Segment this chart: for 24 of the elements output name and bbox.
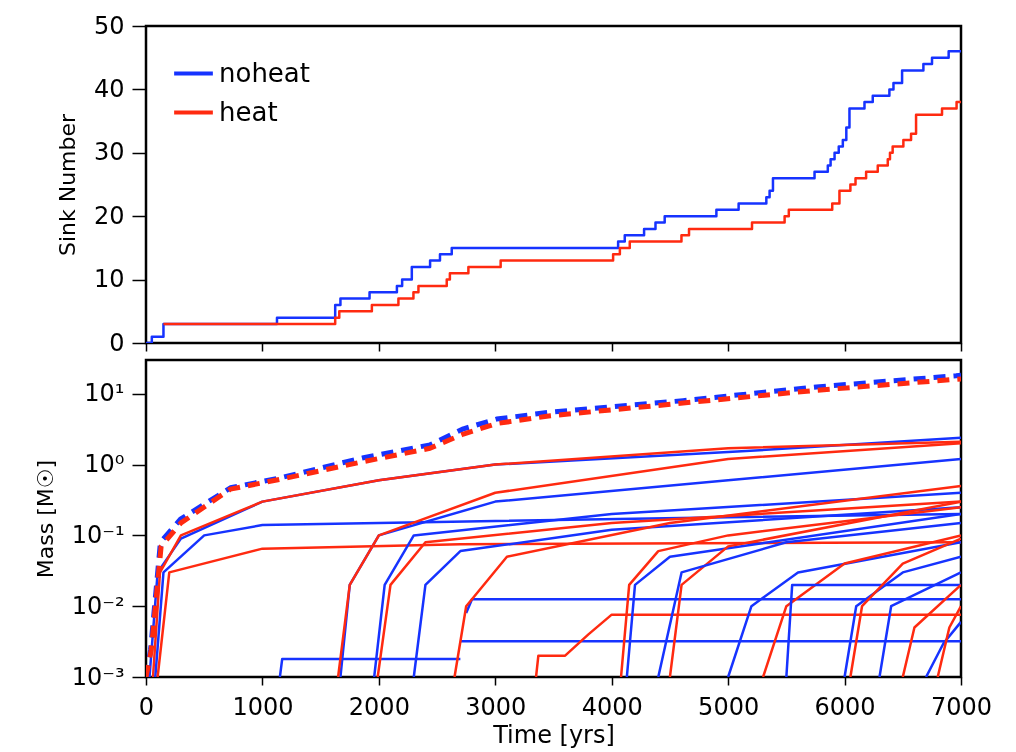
y-tick-label: 0 [109, 328, 125, 357]
y-tick-label: 50 [93, 11, 125, 40]
y-tick-label: 10⁻² [71, 591, 125, 620]
x-axis-title: Time [yrs] [492, 720, 615, 749]
x-tick-label: 0 [138, 692, 155, 721]
y-tick-label: 10 [93, 265, 125, 294]
y-tick-label: 20 [93, 201, 125, 230]
y-tick-label: 10⁻¹ [71, 520, 125, 549]
x-tick-label: 7000 [930, 692, 993, 721]
x-tick-label: 3000 [465, 692, 527, 721]
x-tick-label: 4000 [581, 692, 643, 721]
y-axis-title: Mass [M☉] [32, 459, 58, 579]
legend-label: heat [219, 96, 278, 127]
y-axis-title: Sink Number [54, 112, 80, 257]
y-tick-label: 10⁻³ [71, 662, 125, 691]
y-tick-label: 10⁰ [84, 450, 125, 479]
x-tick-label: 2000 [348, 692, 410, 721]
legend-label: noheat [219, 57, 310, 88]
x-tick-label: 1000 [232, 692, 294, 721]
x-tick-label: 5000 [698, 692, 760, 721]
y-tick-label: 40 [93, 74, 125, 103]
y-tick-label: 10¹ [84, 379, 125, 408]
y-tick-label: 30 [93, 138, 125, 167]
x-tick-label: 6000 [814, 692, 876, 721]
